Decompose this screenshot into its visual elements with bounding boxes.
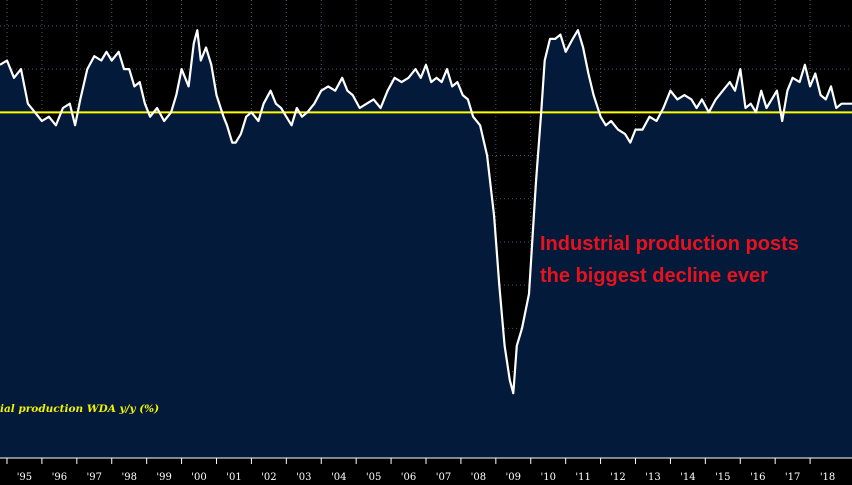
area-fill <box>0 30 852 458</box>
x-tick-label: '04 <box>331 472 346 483</box>
x-tick-label: '13 <box>645 472 660 483</box>
x-tick-label: '08 <box>471 472 486 483</box>
x-tick-label: '16 <box>750 472 765 483</box>
x-tick-label: '12 <box>610 472 625 483</box>
series-line <box>0 29 852 395</box>
x-tick-label: '15 <box>715 472 730 483</box>
x-tick-label: '18 <box>820 472 835 483</box>
x-tick-label: '98 <box>121 472 136 483</box>
x-tick-labels: '95 '96 '97 '98 '99 '00 '01 '02 '03 '04 '05 '06 '07 '… <box>6 458 835 483</box>
x-tick-label: '01 <box>226 472 241 483</box>
x-tick-label: '99 <box>156 472 171 483</box>
annotation-line-2: the biggest decline ever <box>540 265 768 287</box>
series-label: ial production WDA y/y (%) <box>0 403 159 415</box>
x-tick-label: '10 <box>540 472 555 483</box>
x-tick-label: '17 <box>785 472 800 483</box>
x-tick-label: '03 <box>296 472 311 483</box>
x-tick-label: '02 <box>261 472 276 483</box>
x-tick-label: '96 <box>52 472 67 483</box>
annotation-line-1: Industrial production posts <box>540 233 799 255</box>
x-tick-label: '95 <box>17 472 32 483</box>
x-tick-label: '14 <box>680 472 695 483</box>
x-tick-label: '06 <box>401 472 416 483</box>
x-tick-label: '00 <box>191 472 206 483</box>
x-tick-label: '09 <box>506 472 521 483</box>
x-tick-label: '97 <box>87 472 102 483</box>
x-tick-label: '11 <box>575 472 590 483</box>
x-tick-label: '07 <box>436 472 451 483</box>
x-tick-label: '05 <box>366 472 381 483</box>
